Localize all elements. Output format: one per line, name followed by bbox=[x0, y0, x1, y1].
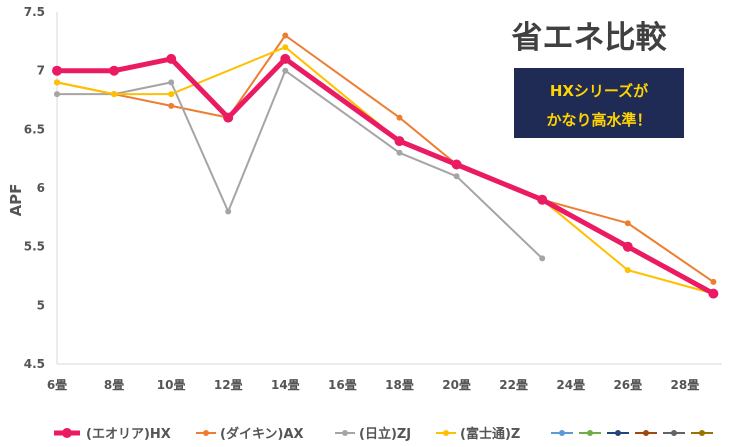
series-line bbox=[57, 56, 715, 296]
data-point bbox=[280, 53, 291, 64]
callout-background bbox=[514, 68, 684, 138]
y-tick-label: 6.5 bbox=[24, 122, 45, 136]
data-point bbox=[396, 114, 403, 121]
legend-swatch-marker bbox=[342, 430, 348, 436]
x-tick-label: 12畳 bbox=[214, 378, 243, 392]
legend-swatch-marker bbox=[587, 430, 593, 436]
series-group bbox=[52, 32, 719, 299]
y-tick-label: 5 bbox=[37, 298, 45, 312]
y-tick-label: 7 bbox=[37, 64, 45, 78]
legend-swatch-marker bbox=[62, 428, 72, 438]
legend-swatch-marker bbox=[443, 430, 449, 436]
legend-swatch-marker bbox=[559, 430, 565, 436]
y-axis-ticks: 4.5 5 5.5 6 6.5 7 7.5 bbox=[24, 5, 45, 371]
x-tick-label: 20畳 bbox=[442, 378, 471, 392]
data-point bbox=[451, 159, 462, 170]
x-tick-label: 24畳 bbox=[556, 378, 585, 392]
data-point bbox=[622, 241, 633, 252]
legend-swatch-marker bbox=[615, 430, 621, 436]
data-point bbox=[225, 208, 232, 215]
data-point bbox=[166, 53, 177, 64]
y-tick-label: 6 bbox=[37, 181, 45, 195]
x-tick-label: 18畳 bbox=[385, 378, 414, 392]
x-tick-label: 10畳 bbox=[157, 378, 186, 392]
data-point bbox=[708, 288, 719, 299]
x-tick-label: 14畳 bbox=[271, 378, 300, 392]
data-point bbox=[624, 267, 631, 274]
legend-swatch-marker bbox=[203, 430, 209, 436]
x-tick-label: 16畳 bbox=[328, 378, 357, 392]
series-line bbox=[57, 69, 543, 260]
data-point bbox=[54, 79, 60, 86]
data-point bbox=[282, 44, 289, 51]
legend-item bbox=[663, 430, 685, 436]
x-tick-label: 22畳 bbox=[499, 378, 528, 392]
legend-item: (エオリア)HX bbox=[54, 427, 171, 442]
y-tick-label: 4.5 bbox=[24, 357, 45, 371]
legend-swatch-marker bbox=[643, 430, 649, 436]
data-point bbox=[539, 255, 546, 262]
x-tick-label: 6畳 bbox=[47, 378, 67, 392]
data-point bbox=[168, 79, 175, 86]
legend-item: (ダイキン)AX bbox=[196, 426, 304, 442]
data-point bbox=[453, 173, 460, 180]
y-tick-label: 7.5 bbox=[24, 5, 45, 19]
series-line bbox=[56, 34, 714, 283]
data-point bbox=[223, 112, 234, 123]
chart-title: 省エネ比較 bbox=[512, 20, 668, 56]
data-point bbox=[168, 91, 175, 98]
legend-label: (ダイキン)AX bbox=[220, 426, 304, 442]
data-point bbox=[710, 278, 717, 285]
callout-line-1: HXシリーズが bbox=[550, 82, 649, 100]
y-tick-label: 5.5 bbox=[24, 240, 45, 254]
legend-label: (日立)ZJ bbox=[359, 426, 411, 442]
legend-item: (日立)ZJ bbox=[335, 426, 411, 442]
data-point bbox=[52, 65, 62, 76]
callout-line-2: かなり高水準！ bbox=[546, 111, 651, 129]
data-point bbox=[537, 194, 548, 205]
legend-item bbox=[551, 430, 573, 436]
legend-item: (富士通)Z bbox=[436, 426, 520, 442]
legend-item bbox=[635, 430, 657, 436]
data-point bbox=[624, 220, 631, 227]
legend: (エオリア)HX (ダイキン)AX (日立)ZJ (富士通)Z bbox=[54, 426, 713, 442]
data-point bbox=[54, 91, 60, 98]
data-point bbox=[396, 149, 403, 156]
callout-banner: HXシリーズが かなり高水準！ bbox=[514, 68, 684, 138]
data-point bbox=[109, 65, 120, 76]
legend-item bbox=[579, 430, 601, 436]
data-point bbox=[282, 32, 289, 39]
legend-item bbox=[691, 430, 713, 436]
x-axis-ticks: 6畳 8畳 10畳 12畳 14畳 16畳 18畳 20畳 22畳 24畳 26畳 28畳 bbox=[47, 378, 699, 392]
data-point bbox=[111, 91, 118, 98]
x-tick-label: 26畳 bbox=[613, 378, 642, 392]
data-point bbox=[168, 102, 175, 109]
x-tick-label: 8畳 bbox=[104, 378, 124, 392]
data-point bbox=[282, 67, 289, 74]
data-point bbox=[394, 136, 405, 147]
y-axis-label: APF bbox=[7, 184, 25, 217]
legend-label: (富士通)Z bbox=[460, 426, 520, 442]
x-tick-label: 28畳 bbox=[671, 378, 700, 392]
legend-item bbox=[607, 430, 629, 436]
legend-swatch-marker bbox=[671, 430, 677, 436]
legend-label: (エオリア)HX bbox=[86, 427, 171, 442]
series-0 bbox=[52, 53, 719, 299]
legend-swatch-marker bbox=[699, 430, 705, 436]
